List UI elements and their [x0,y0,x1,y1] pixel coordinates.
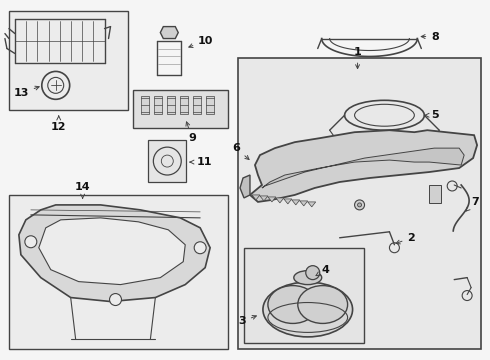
Text: 7: 7 [466,197,479,211]
Text: 13: 13 [13,86,39,98]
FancyBboxPatch shape [133,90,228,128]
Text: 6: 6 [232,143,249,159]
Circle shape [306,266,319,280]
FancyBboxPatch shape [148,140,186,182]
Text: 4: 4 [316,265,330,276]
Ellipse shape [298,285,347,323]
FancyBboxPatch shape [9,11,128,110]
Circle shape [358,203,362,207]
Polygon shape [240,175,250,198]
Text: 8: 8 [421,32,439,41]
Text: 10: 10 [189,36,214,48]
FancyBboxPatch shape [193,96,201,114]
FancyBboxPatch shape [154,96,162,114]
Text: 11: 11 [190,157,212,167]
FancyBboxPatch shape [244,248,364,343]
Text: 12: 12 [51,116,67,132]
Text: 1: 1 [354,48,362,68]
Polygon shape [262,148,464,188]
Polygon shape [308,202,316,207]
Polygon shape [252,195,260,200]
Polygon shape [268,197,276,202]
Polygon shape [39,218,185,285]
Polygon shape [292,200,300,205]
Polygon shape [19,205,210,302]
Circle shape [25,236,37,248]
FancyBboxPatch shape [180,96,188,114]
Circle shape [110,293,122,306]
Polygon shape [250,130,477,202]
Polygon shape [260,196,268,201]
FancyBboxPatch shape [429,185,441,203]
Polygon shape [284,199,292,204]
Polygon shape [300,201,308,206]
FancyBboxPatch shape [206,96,214,114]
Polygon shape [276,198,284,203]
Ellipse shape [268,285,318,323]
FancyBboxPatch shape [167,96,175,114]
Text: 5: 5 [425,110,439,120]
Circle shape [194,242,206,254]
FancyBboxPatch shape [142,96,149,114]
Ellipse shape [294,271,322,285]
Ellipse shape [263,282,353,337]
FancyBboxPatch shape [238,58,481,349]
Text: 9: 9 [186,122,196,143]
Polygon shape [160,27,178,39]
Text: 14: 14 [75,182,91,198]
Text: 3: 3 [238,315,256,327]
FancyBboxPatch shape [9,195,228,349]
Text: 2: 2 [396,233,415,244]
Circle shape [355,200,365,210]
